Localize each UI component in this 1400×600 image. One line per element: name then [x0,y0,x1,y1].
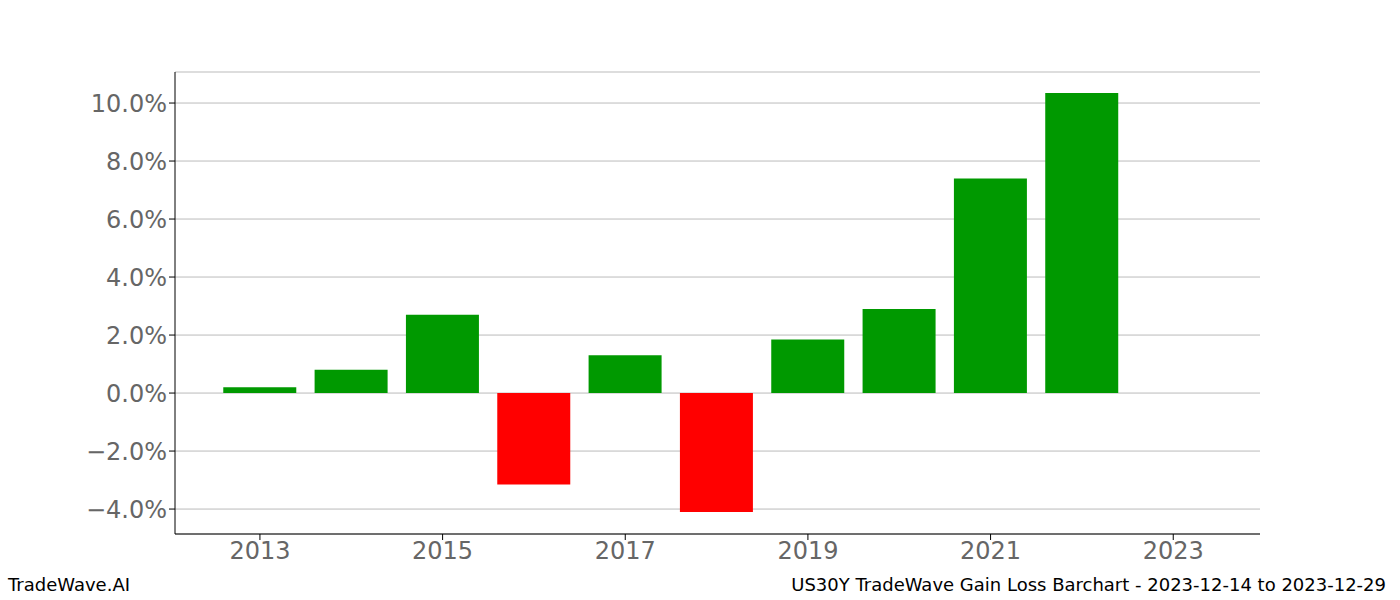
svg-text:−4.0%: −4.0% [86,496,167,524]
svg-text:0.0%: 0.0% [106,380,167,408]
html-text:TradeWave.AI: TradeWave.AI [8,574,130,595]
svg-text:2021: 2021 [960,537,1021,565]
svg-text:4.0%: 4.0% [106,264,167,292]
svg-text:10.0%: 10.0% [91,90,167,118]
svg-text:2015: 2015 [412,537,473,565]
svg-text:8.0%: 8.0% [106,148,167,176]
html-text:US30Y TradeWave Gain Loss Barc: US30Y TradeWave Gain Loss Barchart - 202… [791,574,1386,595]
svg-text:2023: 2023 [1143,537,1204,565]
svg-text:−2.0%: −2.0% [86,438,167,466]
svg-text:2017: 2017 [595,537,656,565]
svg-text:2019: 2019 [777,537,838,565]
svg-text:2013: 2013 [229,537,290,565]
svg-text:2.0%: 2.0% [106,322,167,350]
svg-text:6.0%: 6.0% [106,206,167,234]
